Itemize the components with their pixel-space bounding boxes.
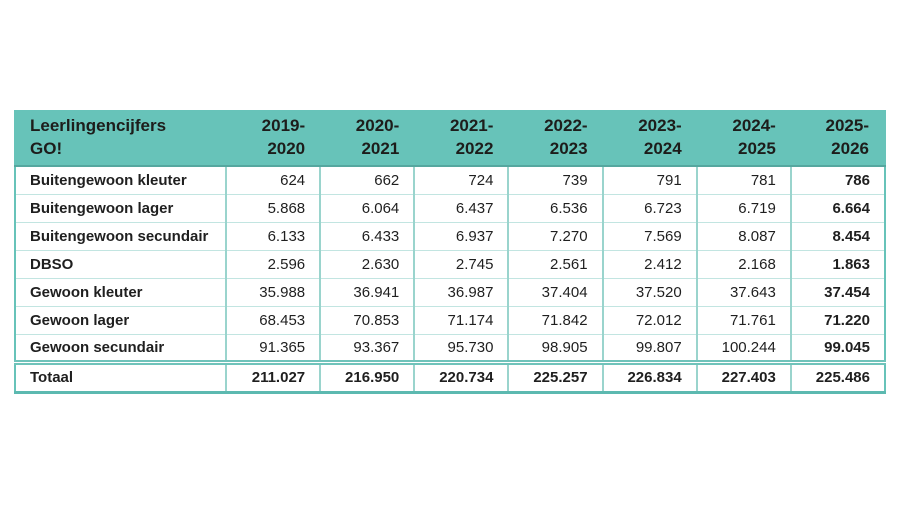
value-cell: 739: [507, 165, 603, 195]
col-header-2023-2024: 2023- 2024: [602, 110, 697, 167]
value-cell: 786: [789, 165, 887, 195]
value-cell: 226.834: [601, 359, 697, 394]
value-cell: 227.403: [695, 359, 791, 394]
value-cell: 37.643: [695, 277, 791, 307]
value-cell: 662: [319, 165, 415, 195]
value-cell: 6.664: [789, 193, 887, 223]
col-header-2025-2026: 2025- 2026: [790, 110, 887, 167]
value-cell: 99.045: [789, 333, 887, 363]
value-cell: 2.745: [413, 249, 509, 279]
value-cell: 2.561: [507, 249, 603, 279]
value-cell: 36.987: [413, 277, 509, 307]
value-cell: 37.454: [789, 277, 887, 307]
value-cell: 6.433: [319, 221, 415, 251]
value-cell: 71.842: [507, 305, 603, 335]
row-label: DBSO: [14, 249, 227, 279]
leerlingencijfers-table: Leerlingencijfers GO! 2019- 2020 2020- 2…: [14, 110, 887, 394]
value-cell: 216.950: [319, 359, 415, 394]
value-cell: 1.863: [789, 249, 887, 279]
row-label: Gewoon kleuter: [14, 277, 227, 307]
value-cell: 6.133: [224, 221, 321, 251]
table-row: Buitengewoon kleuter 624 662 724 739 791 781 78…: [14, 165, 887, 195]
value-cell: 5.868: [224, 193, 321, 223]
value-cell: 6.719: [695, 193, 791, 223]
value-cell: 225.486: [789, 359, 887, 394]
header-row: Leerlingencijfers GO! 2019- 2020 2020- 2…: [14, 110, 887, 167]
value-cell: 91.365: [224, 333, 321, 363]
value-cell: 7.569: [601, 221, 697, 251]
value-cell: 72.012: [601, 305, 697, 335]
value-cell: 2.168: [695, 249, 791, 279]
value-cell: 8.087: [695, 221, 791, 251]
value-cell: 2.630: [319, 249, 415, 279]
value-cell: 37.404: [507, 277, 603, 307]
table-row: Gewoon secundair 91.365 93.367 95.730 98.905…: [14, 333, 887, 363]
col-header-2022-2023: 2022- 2023: [508, 110, 603, 167]
table-row: Gewoon kleuter 35.988 36.941 36.987 37.404 37…: [14, 277, 887, 307]
value-cell: 71.220: [789, 305, 887, 335]
total-row: Totaal 211.027 216.950 220.734 225.257 226.83…: [14, 359, 887, 394]
value-cell: 70.853: [319, 305, 415, 335]
value-cell: 6.064: [319, 193, 415, 223]
table-row: Gewoon lager 68.453 70.853 71.174 71.842 72.0…: [14, 305, 887, 335]
value-cell: 724: [413, 165, 509, 195]
value-cell: 6.937: [413, 221, 509, 251]
value-cell: 68.453: [224, 305, 321, 335]
col-header-2024-2025: 2024- 2025: [696, 110, 791, 167]
value-cell: 7.270: [507, 221, 603, 251]
value-cell: 8.454: [789, 221, 887, 251]
col-header-2021-2022: 2021- 2022: [414, 110, 509, 167]
row-label: Buitengewoon kleuter: [14, 165, 227, 195]
value-cell: 71.174: [413, 305, 509, 335]
col-header-2019-2020: 2019- 2020: [226, 110, 321, 167]
table-title: Leerlingencijfers GO!: [14, 110, 226, 167]
value-cell: 2.412: [601, 249, 697, 279]
value-cell: 6.723: [601, 193, 697, 223]
value-cell: 37.520: [601, 277, 697, 307]
value-cell: 93.367: [319, 333, 415, 363]
col-header-2020-2021: 2020- 2021: [320, 110, 415, 167]
value-cell: 100.244: [695, 333, 791, 363]
value-cell: 95.730: [413, 333, 509, 363]
table-row: Buitengewoon lager 5.868 6.064 6.437 6.536 6.…: [14, 193, 887, 223]
table-header: Leerlingencijfers GO! 2019- 2020 2020- 2…: [14, 110, 887, 167]
value-cell: 6.437: [413, 193, 509, 223]
table-body: Buitengewoon kleuter 624 662 724 739 791 781 78…: [14, 165, 887, 394]
value-cell: 99.807: [601, 333, 697, 363]
row-label: Totaal: [14, 359, 227, 394]
value-cell: 791: [601, 165, 697, 195]
table-row: DBSO 2.596 2.630 2.745 2.561 2.412 2.168 1.863: [14, 249, 887, 279]
value-cell: 781: [695, 165, 791, 195]
row-label: Buitengewoon lager: [14, 193, 227, 223]
value-cell: 71.761: [695, 305, 791, 335]
row-label: Gewoon lager: [14, 305, 227, 335]
value-cell: 36.941: [319, 277, 415, 307]
value-cell: 2.596: [224, 249, 321, 279]
value-cell: 220.734: [413, 359, 509, 394]
value-cell: 98.905: [507, 333, 603, 363]
row-label: Gewoon secundair: [14, 333, 227, 363]
value-cell: 211.027: [224, 359, 321, 394]
table-row: Buitengewoon secundair 6.133 6.433 6.937 7.2…: [14, 221, 887, 251]
row-label: Buitengewoon secundair: [14, 221, 227, 251]
value-cell: 35.988: [224, 277, 321, 307]
value-cell: 624: [224, 165, 321, 195]
value-cell: 6.536: [507, 193, 603, 223]
value-cell: 225.257: [507, 359, 603, 394]
